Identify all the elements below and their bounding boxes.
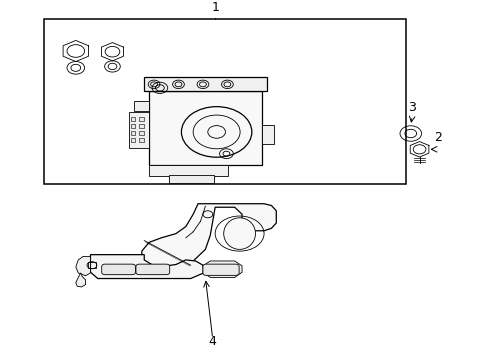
Polygon shape xyxy=(142,204,276,273)
Polygon shape xyxy=(203,261,242,278)
Text: 3: 3 xyxy=(407,101,415,114)
Bar xyxy=(130,138,135,142)
Bar xyxy=(168,175,213,183)
Bar xyxy=(139,124,144,128)
Bar xyxy=(130,117,135,121)
Ellipse shape xyxy=(223,218,255,249)
Bar xyxy=(139,138,144,142)
FancyBboxPatch shape xyxy=(102,264,135,275)
Bar xyxy=(88,262,96,268)
Polygon shape xyxy=(90,255,205,279)
FancyBboxPatch shape xyxy=(203,264,239,275)
Text: 1: 1 xyxy=(211,1,219,14)
Bar xyxy=(261,125,273,144)
Bar xyxy=(130,131,135,135)
Bar xyxy=(139,117,144,121)
Bar xyxy=(44,19,405,184)
Bar xyxy=(149,91,261,165)
Bar xyxy=(149,165,227,176)
Bar xyxy=(134,101,149,111)
Polygon shape xyxy=(76,256,90,276)
Text: 2: 2 xyxy=(433,131,441,144)
FancyBboxPatch shape xyxy=(136,264,169,275)
Bar xyxy=(130,124,135,128)
Text: 4: 4 xyxy=(208,335,216,348)
Bar xyxy=(144,77,266,91)
Polygon shape xyxy=(76,273,85,287)
Bar xyxy=(128,112,149,148)
Bar xyxy=(139,131,144,135)
